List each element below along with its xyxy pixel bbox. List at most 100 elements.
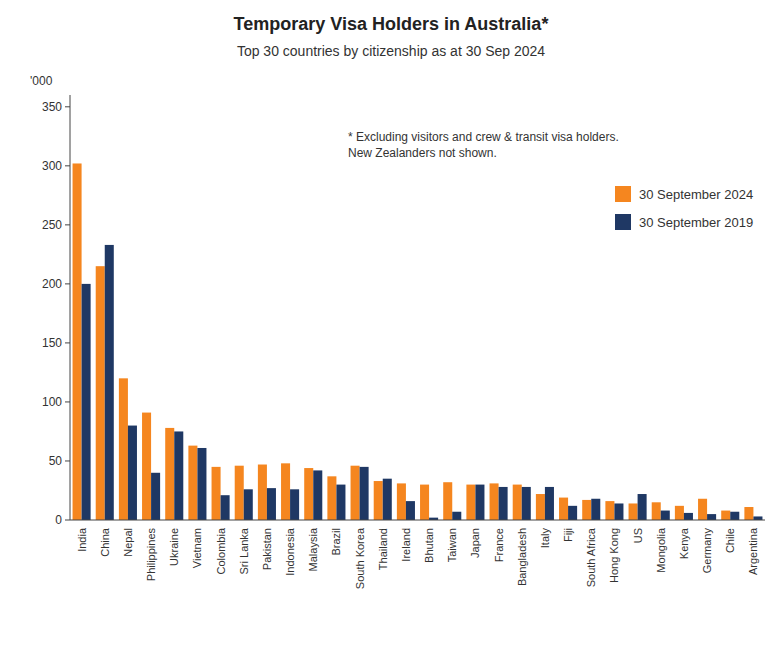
- bar: [142, 413, 151, 520]
- bar: [336, 485, 345, 520]
- annotation: * Excluding visitors and crew & transit …: [348, 130, 619, 160]
- bar: [684, 513, 693, 520]
- bar: [466, 485, 475, 520]
- x-tick-label: US: [632, 528, 644, 543]
- annotation-line: * Excluding visitors and crew & transit …: [348, 130, 619, 144]
- y-tick: [65, 224, 70, 225]
- x-tick-label: Hong Kong: [608, 528, 620, 583]
- bar: [638, 494, 647, 520]
- x-tick-label: Fiji: [562, 528, 574, 542]
- x-tick-label: India: [76, 527, 88, 552]
- bar: [313, 470, 322, 520]
- y-tick-label: 0: [55, 513, 62, 527]
- legend-label: 30 September 2019: [639, 215, 753, 230]
- bar: [744, 507, 753, 520]
- y-tick: [65, 342, 70, 343]
- bar: [629, 503, 638, 520]
- bars: [73, 163, 763, 520]
- bar: [490, 483, 499, 520]
- bar: [605, 501, 614, 520]
- y-tick-label: 100: [42, 395, 62, 409]
- x-tick-label: Malaysia: [307, 527, 319, 571]
- x-tick-label: Sri Lanka: [238, 527, 250, 574]
- bar: [614, 503, 623, 520]
- bar: [197, 448, 206, 520]
- bar: [290, 489, 299, 520]
- title: Temporary Visa Holders in Australia*: [234, 14, 549, 34]
- y-tick-label: 350: [42, 100, 62, 114]
- y-axis-label: '000: [30, 74, 53, 88]
- x-tick-label: Germany: [701, 528, 713, 574]
- y-tick-label: 300: [42, 159, 62, 173]
- bar: [119, 378, 128, 520]
- y-tick: [65, 165, 70, 166]
- bar: [351, 466, 360, 520]
- bar: [235, 466, 244, 520]
- bar: [82, 284, 91, 520]
- bar: [545, 487, 554, 520]
- bar: [559, 498, 568, 520]
- legend-label: 30 September 2024: [639, 187, 753, 202]
- bar: [443, 482, 452, 520]
- bar: [188, 446, 197, 520]
- x-tick-label: Ireland: [400, 528, 412, 562]
- bar: [707, 514, 716, 520]
- bar: [522, 487, 531, 520]
- bar: [304, 468, 313, 520]
- y-tick: [65, 520, 70, 521]
- bar: [383, 479, 392, 520]
- bar: [475, 485, 484, 520]
- legend-swatch: [615, 186, 631, 202]
- y-tick-label: 200: [42, 277, 62, 291]
- x-tick-label: Colombia: [215, 527, 227, 574]
- bar: [568, 506, 577, 520]
- bar: [582, 500, 591, 520]
- bar: [591, 499, 600, 520]
- x-tick-label: Nepal: [122, 528, 134, 557]
- x-tick-label: Philippines: [145, 528, 157, 582]
- bar: [360, 467, 369, 520]
- bar: [374, 481, 383, 520]
- x-tick-label: Thailand: [377, 528, 389, 570]
- x-tick-label: China: [99, 527, 111, 557]
- subtitle: Top 30 countries by citizenship as at 30…: [237, 43, 545, 59]
- x-tick-label: Chile: [724, 528, 736, 553]
- x-axis-line: [70, 520, 765, 521]
- y-tick: [65, 460, 70, 461]
- x-tick-label: Ukraine: [168, 528, 180, 566]
- x-tick-label: Argentina: [747, 527, 759, 575]
- bar: [73, 163, 82, 520]
- bar: [165, 428, 174, 520]
- bar: [675, 506, 684, 520]
- bar: [105, 245, 114, 520]
- bar: [513, 485, 522, 520]
- annotation-line: New Zealanders not shown.: [348, 146, 497, 160]
- x-tick-label: Vietnam: [191, 528, 203, 568]
- bar: [151, 473, 160, 520]
- bar: [327, 476, 336, 520]
- x-tick-label: South Africa: [585, 527, 597, 587]
- bar: [397, 483, 406, 520]
- x-tick-label: France: [493, 528, 505, 562]
- bar: [661, 511, 670, 520]
- y-tick-label: 50: [49, 454, 63, 468]
- x-tick-label: Bhutan: [423, 528, 435, 563]
- x-tick-label: Taiwan: [446, 528, 458, 562]
- x-tick-label: Brazil: [330, 528, 342, 556]
- bar: [406, 501, 415, 520]
- bar: [536, 494, 545, 520]
- bar: [499, 487, 508, 520]
- bar: [698, 499, 707, 520]
- bar: [753, 516, 762, 520]
- bar: [452, 512, 461, 520]
- chart: Temporary Visa Holders in Australia* Top …: [0, 0, 782, 670]
- x-tick-label: Japan: [469, 528, 481, 558]
- legend-swatch: [615, 214, 631, 230]
- bar: [174, 431, 183, 520]
- bar: [258, 465, 267, 520]
- y-tick: [65, 106, 70, 107]
- bar: [212, 467, 221, 520]
- bar: [244, 489, 253, 520]
- x-tick-label: South Korea: [354, 527, 366, 589]
- y-tick-label: 250: [42, 218, 62, 232]
